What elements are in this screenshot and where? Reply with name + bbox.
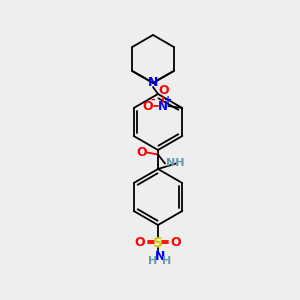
Text: H: H (162, 256, 172, 266)
Text: O: O (135, 236, 145, 248)
Text: H: H (148, 256, 158, 266)
Text: N: N (148, 76, 158, 89)
Text: O: O (171, 236, 181, 248)
Text: -: - (150, 95, 154, 105)
Text: +: + (164, 95, 172, 105)
Text: S: S (153, 236, 163, 250)
Text: O: O (137, 146, 147, 159)
Text: N: N (158, 100, 168, 112)
Text: NH: NH (166, 158, 184, 169)
Text: N: N (155, 250, 165, 262)
Text: O: O (142, 100, 153, 112)
Text: O: O (158, 85, 169, 98)
